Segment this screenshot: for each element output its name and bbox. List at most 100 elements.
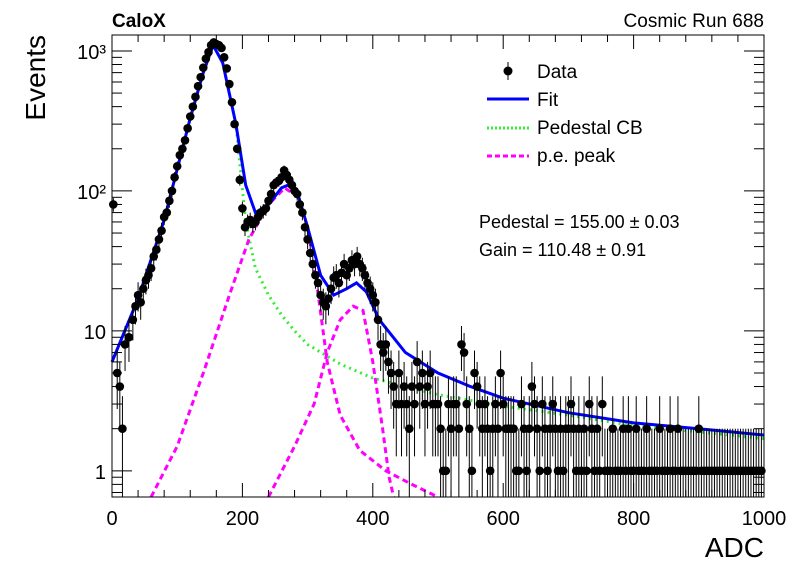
data-point-marker [193, 81, 203, 91]
data-point-marker [598, 399, 607, 409]
data-point [496, 350, 505, 410]
data-points [109, 38, 766, 497]
data-point-marker [222, 64, 232, 73]
data-point-marker [235, 175, 245, 185]
y-tick-label: 10² [77, 182, 106, 204]
data-point-marker [217, 43, 226, 53]
data-point-marker [196, 72, 205, 82]
data-point [410, 376, 419, 457]
data-point-marker [180, 135, 190, 145]
data-point-marker [459, 348, 469, 357]
data-point [183, 124, 192, 133]
data-point [201, 54, 211, 64]
data-point-marker [219, 53, 229, 62]
data-point [193, 81, 203, 91]
x-axis-label: ADC [705, 532, 764, 563]
data-point [204, 47, 213, 57]
data-point-marker [185, 112, 195, 121]
data-point [425, 350, 435, 410]
data-point-marker [172, 161, 182, 171]
data-point [418, 350, 427, 410]
data-point-marker [238, 204, 247, 213]
data-point [165, 194, 174, 208]
data-point [592, 396, 602, 497]
data-point [196, 72, 205, 82]
data-point [178, 144, 187, 154]
data-point-marker [227, 97, 237, 107]
data-point [454, 396, 464, 497]
data-point-marker [120, 340, 130, 349]
legend-label-pe-peak: p.e. peak [537, 146, 616, 167]
axes: 0 200 400 600 800 1000 1 10 10² 10³ [77, 35, 786, 530]
data-point [303, 230, 312, 250]
data-point-marker [410, 399, 419, 409]
data-point [266, 188, 276, 201]
data-point-marker [292, 189, 302, 199]
data-point [459, 333, 469, 382]
legend-label-fit: Fit [537, 90, 559, 111]
data-point-marker [191, 92, 200, 102]
data-point [225, 79, 234, 89]
data-point-marker [162, 208, 172, 217]
data-point [172, 161, 182, 172]
data-point [598, 376, 607, 457]
data-point-marker [496, 368, 505, 378]
data-point [235, 174, 245, 186]
data-point-marker [201, 54, 211, 64]
data-point [582, 428, 591, 497]
legend-label-pedestal-cb: Pedestal CB [537, 118, 643, 139]
data-point [198, 63, 208, 72]
y-tick-label: 10³ [77, 42, 106, 64]
data-point-marker [298, 208, 307, 217]
data-point-marker [425, 368, 435, 378]
pedestal-cb-curve [110, 41, 765, 441]
data-point [230, 119, 239, 129]
header-left-label: CaloX [112, 11, 166, 32]
x-tick-label: 0 [106, 508, 117, 530]
data-point-marker [454, 424, 464, 433]
x-tick-label: 800 [617, 508, 650, 530]
data-point [394, 350, 404, 410]
data-point-marker [467, 466, 477, 476]
data-point [373, 304, 383, 341]
data-point-marker [418, 368, 427, 378]
legend-entry-data: Data [503, 62, 578, 83]
x-tick-label: 400 [356, 508, 389, 530]
data-point [514, 428, 524, 497]
data-point [219, 53, 229, 62]
data-point [170, 172, 179, 184]
pe-peak-line-2 [267, 304, 396, 498]
header-right-label: Cosmic Run 688 [624, 11, 764, 32]
pedestal-cb-line [110, 41, 765, 441]
data-point-marker [514, 466, 524, 476]
data-point [188, 102, 198, 111]
data-point [222, 64, 232, 73]
data-point-marker [300, 222, 310, 232]
data-point [180, 135, 190, 145]
x-tick-label: 200 [226, 508, 259, 530]
data-point-marker [441, 466, 451, 476]
data-point [441, 428, 451, 497]
data-point [191, 92, 200, 102]
data-point [185, 112, 195, 121]
data-point-marker [394, 368, 404, 378]
data-point-marker [157, 226, 166, 235]
x-tick-label: 600 [487, 508, 520, 530]
data-point [217, 43, 226, 53]
annotation-pedestal: Pedestal = 155.00 ± 0.03 [479, 212, 680, 232]
data-point-marker [204, 47, 213, 57]
annotation-gain: Gain = 110.48 ± 0.91 [479, 240, 646, 260]
plot-frame [111, 34, 765, 498]
data-point [467, 428, 477, 497]
data-point [298, 205, 307, 221]
data-point-marker [124, 332, 134, 342]
legend-entry-pe-peak: p.e. peak [487, 146, 616, 167]
data-point-marker [225, 79, 234, 89]
data-point-marker [165, 196, 174, 206]
data-point-marker [232, 144, 242, 154]
data-point-marker [373, 315, 383, 325]
legend-entry-pedestal-cb: Pedestal CB [487, 118, 643, 139]
legend-entry-fit: Fit [487, 90, 559, 111]
data-point-marker [188, 102, 198, 111]
